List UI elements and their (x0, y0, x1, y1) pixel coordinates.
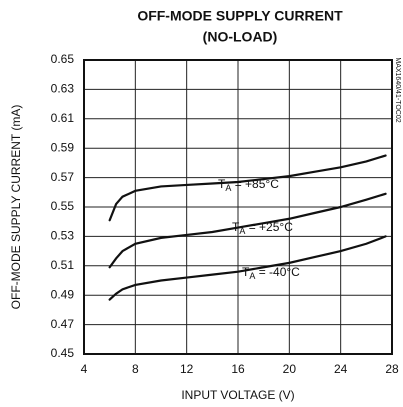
y-axis-label: OFF-MODE SUPPLY CURRENT (mA) (9, 105, 23, 310)
y-tick-label: 0.51 (51, 258, 75, 272)
label-subscript: A (225, 183, 231, 193)
label-subscript: A (239, 226, 245, 236)
chart-title: (NO-LOAD) (203, 29, 278, 45)
curve-label: TA = -40°C (242, 265, 300, 281)
label-subscript: A (249, 271, 255, 281)
y-tick-label: 0.65 (51, 52, 75, 66)
curve-label: TA = +85°C (218, 177, 279, 193)
y-tick-label: 0.61 (51, 111, 75, 125)
x-tick-label: 4 (81, 362, 88, 376)
chart-title: OFF-MODE SUPPLY CURRENT (137, 8, 343, 24)
curve (108, 154, 387, 222)
label-text: = +25°C (245, 220, 293, 234)
label-main: T (242, 265, 250, 279)
y-tick-label: 0.57 (51, 170, 75, 184)
curve (108, 235, 387, 301)
curve-label: TA = +25°C (232, 220, 293, 236)
curve (108, 192, 387, 269)
x-tick-label: 28 (385, 362, 399, 376)
y-tick-label: 0.63 (51, 82, 75, 96)
plot-frame (83, 59, 393, 355)
x-tick-label: 12 (180, 362, 194, 376)
y-tick-label: 0.49 (51, 287, 75, 301)
x-axis-label: INPUT VOLTAGE (V) (181, 388, 294, 402)
x-tick-label: 20 (283, 362, 297, 376)
label-main: T (232, 220, 240, 234)
label-text: = +85°C (231, 177, 279, 191)
x-tick-label: 24 (334, 362, 348, 376)
y-tick-label: 0.47 (51, 317, 75, 331)
y-tick-label: 0.53 (51, 229, 75, 243)
y-tick-label: 0.59 (51, 140, 75, 154)
y-tick-label: 0.45 (51, 346, 75, 360)
label-text: = -40°C (255, 265, 300, 279)
x-tick-label: 8 (132, 362, 139, 376)
x-tick-label: 16 (231, 362, 245, 376)
y-tick-label: 0.55 (51, 199, 75, 213)
label-main: T (218, 177, 226, 191)
side-note: MAX1640/41-TOC02 (394, 57, 401, 122)
